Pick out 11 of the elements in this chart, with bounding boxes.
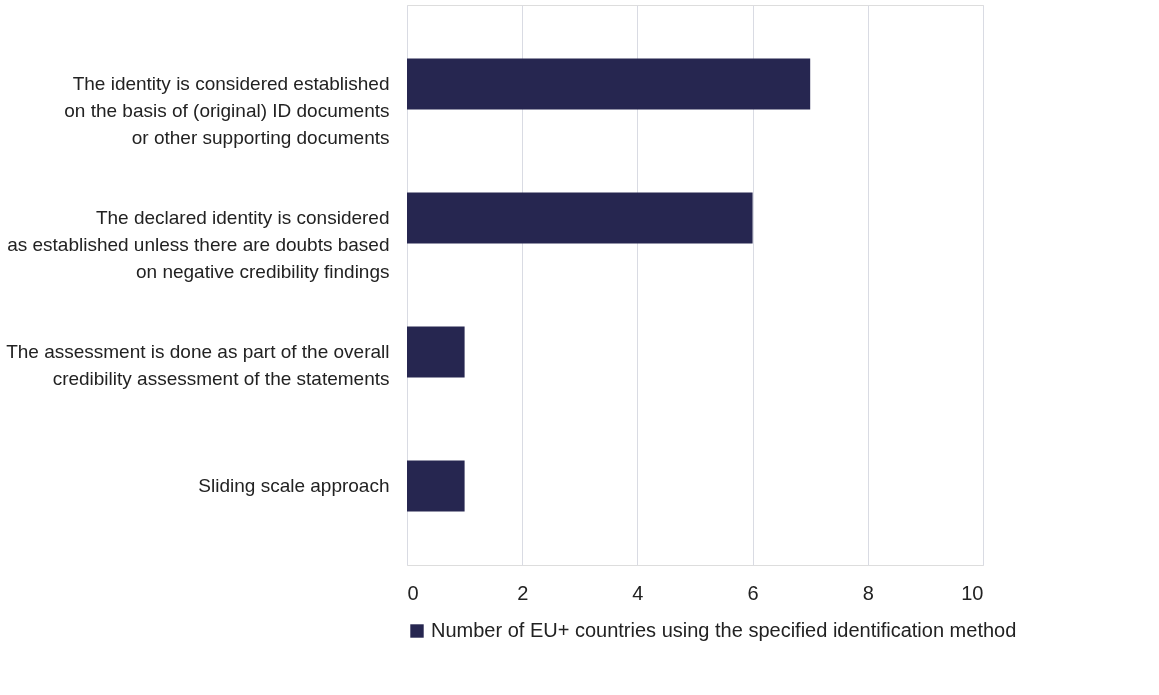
x-tick-label: 8 — [862, 581, 874, 604]
x-tick-label: 10 — [961, 581, 984, 604]
legend-label: Number of EU+ countries using the specified identification method — [431, 619, 1017, 641]
y-tick-label: The declared identity is considered as established unless there are doubts based on negative credibility findings — [7, 207, 390, 283]
x-tick-label: 2 — [517, 581, 529, 604]
y-tick-label: Sliding scale approach — [198, 474, 390, 496]
x-tick-label: 6 — [747, 581, 759, 604]
x-tick-label: 0 — [407, 581, 419, 604]
y-tick-label: The assessment is done as part of the overall credibility assessment of the statements — [6, 340, 390, 389]
x-tick-label: 4 — [632, 581, 644, 604]
y-tick-label: The identity is considered established on the basis of (original) ID documents or other supporting documents — [64, 73, 390, 149]
